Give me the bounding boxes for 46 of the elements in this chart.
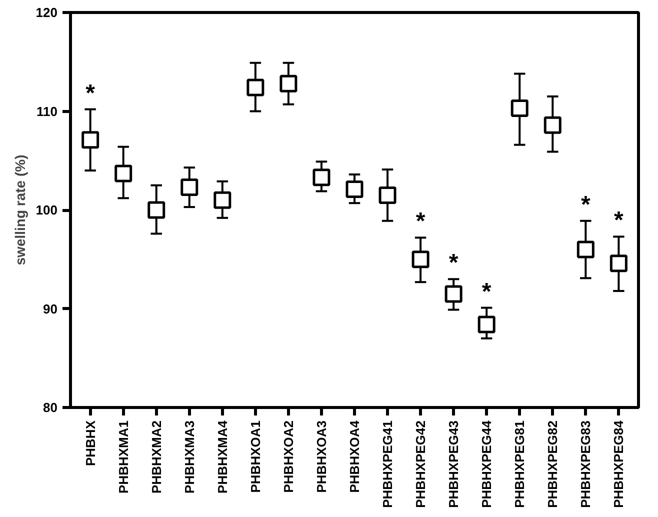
y-tick-label: 110 [36,104,58,119]
point [378,186,396,204]
x-tick-label: PHBHXOA1 [248,420,263,493]
x-tick-label: PHBHXMA3 [182,420,197,494]
point [346,180,364,198]
point [82,131,100,149]
x-tick-label: PHBHXPEG84 [611,420,626,508]
point [444,285,462,303]
point [114,164,132,182]
x-tick-label: PHBHX [82,420,98,466]
point [312,168,330,186]
point [576,240,594,258]
y-tick-label: 120 [36,5,58,20]
point [478,316,496,334]
y-tick-label: 80 [43,400,58,415]
x-tick-label: PHBHXOA3 [314,420,329,493]
x-tick-label: PHBHXPEG83 [578,420,594,508]
x-tick-label: PHBHXPEG82 [545,420,560,508]
point [180,178,198,196]
y-axis-title: swelling rate (%) [12,154,28,266]
point [214,191,232,209]
annotation: * [86,80,96,107]
y-tick-label: 90 [43,301,58,316]
x-tick-label: PHBHXPEG44 [479,420,494,508]
x-tick-label: PHBHXPEG41 [380,420,396,508]
x-tick-label: PHBHXMA1 [116,420,131,494]
annotation: * [416,208,426,236]
x-tick-label: PHBHXMA2 [148,420,164,494]
point [610,254,628,272]
x-tick-label: PHBHXOA4 [347,420,362,493]
point [412,250,430,268]
x-tick-label: PHBHXPEG43 [446,420,462,508]
annotation: * [448,250,459,277]
x-tick-label: PHBHXOA2 [280,420,296,493]
y-tick-label: 100 [36,202,58,218]
x-tick-label: PHBHXPEG42 [413,420,428,508]
x-tick-label: PHBHXMA4 [214,420,230,494]
annotation: * [482,278,492,306]
annotation: * [614,207,624,234]
x-tick-label: PHBHXPEG81 [512,420,528,508]
annotation: * [580,191,591,218]
point [510,100,528,118]
point [280,74,298,92]
point [544,116,562,134]
point [148,201,166,219]
point [246,78,264,96]
